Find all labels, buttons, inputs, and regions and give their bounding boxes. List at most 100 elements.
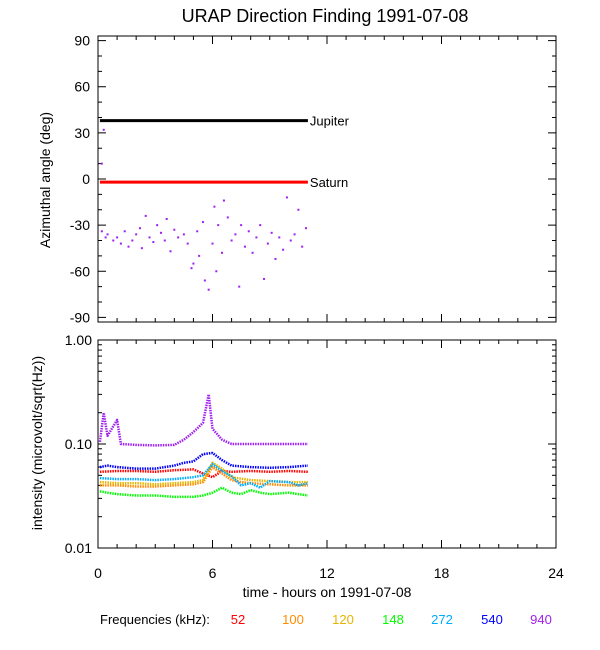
azimuth-point: [177, 236, 180, 239]
top-y-tick-label: -60: [70, 263, 90, 279]
bottom-panel-ticks: 1.00 0.10 0.010 6 12 18 24: [65, 332, 564, 581]
legend-freq-540: 540: [481, 612, 503, 627]
azimuth-point: [282, 248, 285, 251]
azimuth-point: [165, 217, 168, 220]
azimuth-point: [182, 233, 185, 236]
azimuth-point: [278, 236, 281, 239]
top-panel-ticks: 90 60 30 0 -30 -60 -90: [70, 33, 557, 325]
azimuth-point: [138, 227, 141, 230]
azimuth-point: [116, 236, 119, 239]
azimuth-point: [127, 245, 130, 248]
azimuth-point: [198, 254, 201, 257]
azimuth-point: [243, 245, 246, 248]
azimuth-point: [192, 262, 195, 265]
legend-freq-148: 148: [382, 612, 404, 627]
azimuth-point: [144, 214, 147, 217]
azimuth-point: [173, 228, 176, 231]
azimuth-point: [159, 231, 162, 234]
bottom-y-tick-label: 0.10: [65, 436, 92, 452]
azimuth-point: [301, 245, 304, 248]
azimuth-points: [100, 128, 308, 291]
top-y-tick-label: -90: [70, 309, 90, 325]
azimuth-point: [293, 233, 296, 236]
reference-label-saturn: Saturn: [310, 175, 348, 190]
intensity-series: [98, 393, 309, 499]
azimuth-point: [266, 242, 269, 245]
top-y-tick-label: 60: [74, 79, 90, 95]
azimuth-point: [140, 247, 143, 250]
azimuth-point: [221, 251, 224, 254]
azimuth-point: [285, 196, 288, 199]
intensity-line-940khz: [98, 393, 308, 447]
azimuth-point: [259, 224, 262, 227]
x-tick-label: 24: [548, 565, 564, 581]
azimuth-point: [104, 236, 107, 239]
bottom-y-axis-label: intensity (microvolt/sqrt(Hz)): [29, 356, 45, 530]
top-y-tick-label: 90: [74, 33, 90, 49]
legend-freq-52: 52: [231, 612, 245, 627]
legend-freq-272: 272: [431, 612, 453, 627]
top-y-tick-label: -30: [70, 217, 90, 233]
azimuth-point: [123, 230, 126, 233]
top-y-axis-label: Azimuthal angle (deg): [37, 112, 53, 248]
top-y-tick-label: 0: [82, 171, 90, 187]
reference-lines: Jupiter Saturn: [99, 114, 350, 190]
intensity-line-148khz: [99, 486, 309, 499]
azimuth-point: [102, 128, 105, 131]
azimuth-point: [263, 277, 266, 280]
x-tick-label: 0: [94, 565, 102, 581]
azimuth-point: [270, 231, 273, 234]
azimuth-point: [119, 242, 122, 245]
azimuth-point: [169, 250, 172, 253]
bottom-y-tick-label: 1.00: [65, 332, 92, 348]
azimuth-point: [211, 242, 214, 245]
azimuth-point: [196, 230, 199, 233]
azimuth-point: [274, 257, 277, 260]
azimuth-point: [215, 270, 218, 273]
intensity-line-100khz: [99, 465, 308, 488]
azimuth-point: [234, 233, 237, 236]
azimuth-point: [112, 239, 115, 242]
azimuth-point: [222, 199, 225, 202]
reference-label-jupiter: Jupiter: [310, 114, 350, 129]
azimuth-point: [251, 251, 254, 254]
azimuth-point: [131, 239, 134, 242]
azimuth-point: [297, 208, 300, 211]
top-y-tick-label: 30: [74, 125, 90, 141]
azimuth-point: [100, 230, 103, 233]
azimuth-point: [203, 279, 206, 282]
azimuth-point: [163, 239, 166, 242]
azimuth-point: [217, 224, 220, 227]
azimuth-point: [135, 233, 138, 236]
legend-freq-940: 940: [530, 612, 552, 627]
azimuth-point: [238, 285, 241, 288]
x-tick-label: 18: [434, 565, 450, 581]
azimuth-point: [289, 239, 292, 242]
azimuth-point: [186, 242, 189, 245]
azimuth-point: [305, 227, 308, 230]
azimuth-point: [190, 267, 193, 270]
bottom-y-tick-label: 0.01: [65, 540, 92, 556]
intensity-line-540khz: [99, 451, 308, 470]
intensity-line-120khz: [99, 461, 308, 486]
azimuth-point: [201, 221, 204, 224]
azimuth-point: [230, 239, 233, 242]
legend-freq-100: 100: [282, 612, 304, 627]
azimuth-point: [247, 230, 250, 233]
azimuth-point: [207, 288, 210, 291]
azimuth-point: [156, 224, 159, 227]
azimuth-point: [226, 216, 229, 219]
azimuth-point: [100, 162, 103, 165]
frequency-legend: Frequencies (kHz): 52 100 120 148 272 540 940: [100, 612, 552, 627]
azimuth-point: [213, 205, 216, 208]
legend-title: Frequencies (kHz):: [100, 612, 210, 627]
x-tick-label: 6: [209, 565, 217, 581]
x-axis-label: time - hours on 1991-07-08: [243, 584, 412, 600]
azimuth-point: [152, 241, 155, 244]
legend-freq-120: 120: [332, 612, 354, 627]
chart-title: URAP Direction Finding 1991-07-08: [182, 6, 469, 26]
azimuth-point: [106, 233, 109, 236]
intensity-line-52khz: [99, 468, 308, 479]
azimuth-point: [148, 236, 151, 239]
